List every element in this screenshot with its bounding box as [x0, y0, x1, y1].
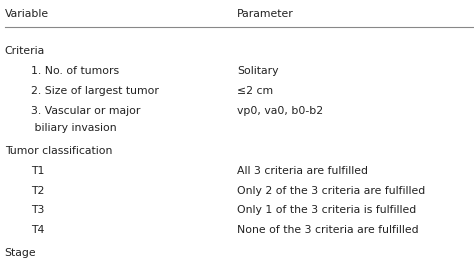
Text: 1. No. of tumors: 1. No. of tumors: [31, 66, 119, 76]
Text: Variable: Variable: [5, 9, 49, 19]
Text: 2. Size of largest tumor: 2. Size of largest tumor: [31, 86, 159, 96]
Text: Only 2 of the 3 criteria are fulfilled: Only 2 of the 3 criteria are fulfilled: [237, 186, 425, 196]
Text: T2: T2: [31, 186, 44, 196]
Text: Tumor classification: Tumor classification: [5, 146, 112, 156]
Text: Criteria: Criteria: [5, 46, 45, 57]
Text: Parameter: Parameter: [237, 9, 294, 19]
Text: Only 1 of the 3 criteria is fulfilled: Only 1 of the 3 criteria is fulfilled: [237, 205, 416, 215]
Text: Stage: Stage: [5, 248, 36, 258]
Text: T1: T1: [31, 166, 44, 176]
Text: Solitary: Solitary: [237, 66, 279, 76]
Text: 3. Vascular or major: 3. Vascular or major: [31, 106, 140, 116]
Text: None of the 3 criteria are fulfilled: None of the 3 criteria are fulfilled: [237, 225, 419, 235]
Text: biliary invasion: biliary invasion: [31, 123, 117, 133]
Text: ≤2 cm: ≤2 cm: [237, 86, 273, 96]
Text: All 3 criteria are fulfilled: All 3 criteria are fulfilled: [237, 166, 368, 176]
Text: T3: T3: [31, 205, 44, 215]
Text: T4: T4: [31, 225, 44, 235]
Text: vp0, va0, b0-b2: vp0, va0, b0-b2: [237, 106, 323, 116]
